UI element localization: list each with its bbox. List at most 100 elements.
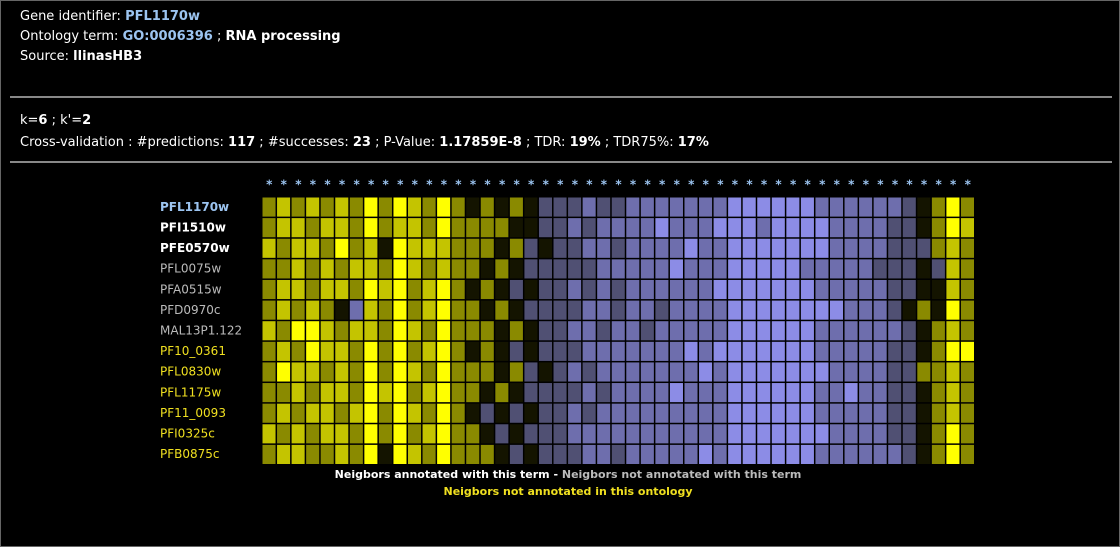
heatmap-cell: [582, 444, 596, 464]
heatmap-cell: [335, 424, 349, 444]
heatmap-cell: [873, 218, 887, 238]
heatmap-cell: [393, 383, 407, 403]
column-marker: *: [368, 178, 375, 192]
heatmap-cell: [960, 300, 974, 320]
heatmap-cell: [873, 300, 887, 320]
column-marker: *: [775, 178, 782, 192]
heatmap-cell: [669, 362, 683, 382]
heatmap-cell: [306, 383, 320, 403]
heatmap-cell: [495, 444, 509, 464]
heatmap-cell: [699, 238, 713, 258]
column-marker: *: [703, 178, 710, 192]
heatmap-cell: [640, 197, 654, 217]
heatmap-cell: [553, 259, 567, 279]
heatmap-cell: [437, 321, 451, 341]
heatmap-cell: [378, 362, 392, 382]
heatmap-cell: [408, 259, 422, 279]
heatmap-cell: [378, 403, 392, 423]
heatmap-cell: [335, 403, 349, 423]
heatmap-cell: [888, 403, 902, 423]
heatmap-cell: [553, 279, 567, 300]
text-segment: k=: [20, 113, 38, 128]
heatmap-cell: [306, 197, 320, 217]
heatmap-cell: [684, 259, 698, 279]
heatmap-cell: [466, 259, 480, 279]
heatmap-cell: [480, 197, 494, 217]
heatmap-cell: [873, 279, 887, 300]
heatmap-cell: [568, 362, 582, 382]
heatmap-cell: [902, 321, 916, 341]
heatmap-cell: [582, 383, 596, 403]
heatmap-cell: [800, 321, 814, 341]
heatmap-cell: [757, 321, 771, 341]
heatmap-cell: [262, 279, 276, 300]
heatmap-cell: [742, 238, 756, 258]
heatmap-cell: [495, 424, 509, 444]
heatmap-cell: [742, 197, 756, 217]
heatmap-cell: [597, 383, 611, 403]
heatmap-cell: [582, 341, 596, 361]
heatmap-cell: [466, 403, 480, 423]
heatmap-cell: [742, 403, 756, 423]
heatmap-cell: [931, 259, 945, 279]
heatmap-cell: [713, 444, 727, 464]
heatmap-cell: [378, 424, 392, 444]
heatmap-cell: [684, 341, 698, 361]
heatmap-cell: [786, 383, 800, 403]
text-segment: Ontology term:: [20, 29, 123, 44]
column-marker: *: [819, 178, 826, 192]
heatmap-cell: [408, 321, 422, 341]
heatmap-cell: [597, 279, 611, 300]
heatmap-cell: [524, 259, 538, 279]
heatmap-cell: [669, 424, 683, 444]
heatmap-cell: [378, 383, 392, 403]
heatmap-cell: [844, 218, 858, 238]
heatmap-cell: [742, 341, 756, 361]
heatmap-cell: [728, 300, 742, 320]
heatmap-cell: [393, 197, 407, 217]
column-marker: *: [295, 178, 302, 192]
heatmap-cell: [829, 279, 844, 300]
heatmap-cell: [931, 218, 945, 238]
heatmap-cell: [757, 424, 771, 444]
heatmap-cell: [553, 383, 567, 403]
heatmap-cell: [466, 197, 480, 217]
heatmap-cell: [699, 362, 713, 382]
column-marker: *: [863, 178, 870, 192]
heatmap-cell: [378, 259, 392, 279]
heatmap-cell: [538, 341, 553, 361]
heatmap-cell: [349, 238, 363, 258]
heatmap-cell: [611, 444, 625, 464]
heatmap-cell: [422, 218, 436, 238]
heatmap-cell: [800, 279, 814, 300]
heatmap-cell: [524, 238, 538, 258]
heatmap-cell: [946, 362, 960, 382]
heatmap-cell: [829, 300, 844, 320]
heatmap-cell: [422, 300, 436, 320]
heatmap-cell: [277, 341, 291, 361]
heatmap-cell: [509, 279, 523, 300]
heatmap-cell: [669, 403, 683, 423]
heatmap-cell: [815, 362, 829, 382]
heatmap-cell: [626, 218, 640, 238]
heatmap-cell: [582, 259, 596, 279]
text-segment: 17%: [678, 135, 709, 150]
heatmap-cell: [422, 341, 436, 361]
heatmap-cell: [597, 218, 611, 238]
heatmap-cell: [335, 321, 349, 341]
heatmap-cell: [728, 238, 742, 258]
heatmap-cell: [568, 238, 582, 258]
heatmap-cell: [669, 383, 683, 403]
heatmap-cell: [568, 300, 582, 320]
heatmap-cell: [757, 383, 771, 403]
heatmap-cell: [437, 444, 451, 464]
heatmap-cell: [320, 218, 334, 238]
heatmap-cell: [349, 403, 363, 423]
heatmap-cell: [408, 424, 422, 444]
text-segment: RNA processing: [225, 29, 340, 44]
heatmap-cell: [815, 300, 829, 320]
heatmap-cell: [669, 279, 683, 300]
heatmap-cell: [408, 403, 422, 423]
heatmap-cell: [378, 197, 392, 217]
